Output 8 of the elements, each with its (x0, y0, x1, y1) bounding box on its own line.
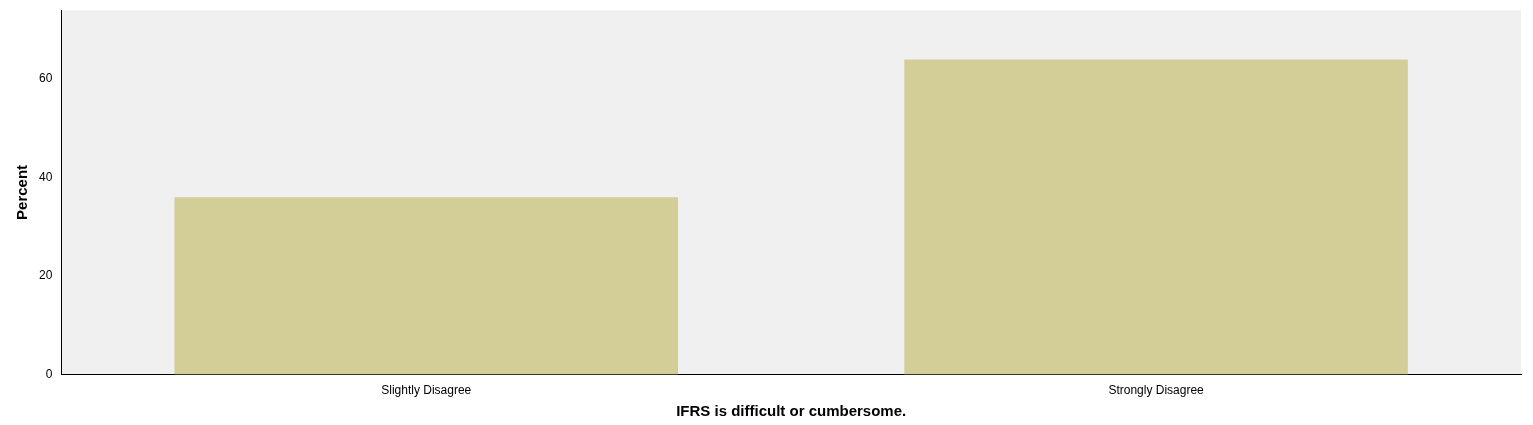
y-tick-label: 60 (38, 71, 53, 86)
x-tick-label: Strongly Disagree (1108, 383, 1205, 398)
y-tick-label: 0 (45, 366, 53, 381)
y-tick-label: 20 (38, 268, 53, 283)
x-axis-title: IFRS is difficult or cumbersome. (676, 402, 907, 420)
x-tick-label: Slightly Disagree (381, 383, 472, 398)
y-tick-label: 40 (38, 169, 53, 184)
y-axis-title: Percent (13, 164, 31, 220)
